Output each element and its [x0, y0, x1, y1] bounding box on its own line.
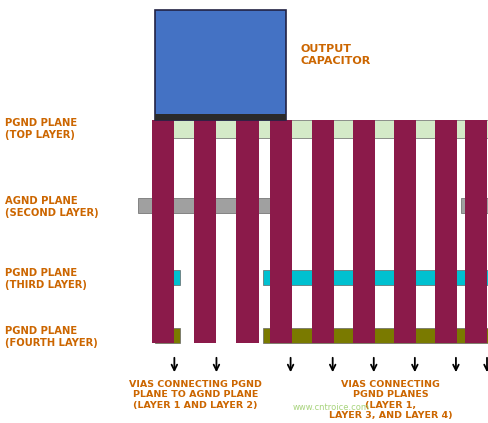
Bar: [152, 120, 174, 343]
Bar: [269, 120, 291, 343]
Bar: [464, 120, 486, 343]
Bar: [269, 120, 291, 343]
Text: VIAS CONNECTING
PGND PLANES
(LAYER 1,
LAYER 3, AND LAYER 4): VIAS CONNECTING PGND PLANES (LAYER 1, LA…: [328, 380, 452, 420]
Text: PGND PLANE
(THIRD LAYER): PGND PLANE (THIRD LAYER): [5, 268, 87, 290]
Bar: [311, 120, 333, 343]
Bar: [393, 120, 415, 343]
Bar: [434, 120, 456, 343]
Bar: [262, 328, 488, 343]
Bar: [152, 120, 174, 343]
Text: PGND PLANE
(TOP LAYER): PGND PLANE (TOP LAYER): [5, 118, 77, 140]
Bar: [236, 120, 258, 343]
Bar: [460, 198, 488, 213]
Bar: [155, 10, 285, 120]
Text: www.cntroice.com: www.cntroice.com: [291, 404, 368, 412]
Bar: [155, 270, 180, 285]
Bar: [352, 120, 374, 343]
Bar: [194, 120, 216, 343]
Bar: [352, 120, 374, 343]
Bar: [194, 120, 216, 343]
Text: OUTPUT
CAPACITOR: OUTPUT CAPACITOR: [300, 44, 370, 66]
Text: AGND PLANE
(SECOND LAYER): AGND PLANE (SECOND LAYER): [5, 196, 99, 218]
Text: VIAS CONNECTING PGND
PLANE TO AGND PLANE
(LAYER 1 AND LAYER 2): VIAS CONNECTING PGND PLANE TO AGND PLANE…: [129, 380, 261, 410]
Bar: [464, 120, 486, 343]
Bar: [155, 328, 180, 343]
Bar: [155, 114, 285, 120]
Bar: [236, 120, 258, 343]
Bar: [434, 120, 456, 343]
Text: PGND PLANE
(FOURTH LAYER): PGND PLANE (FOURTH LAYER): [5, 326, 98, 348]
Bar: [311, 120, 333, 343]
Bar: [393, 120, 415, 343]
Bar: [262, 270, 488, 285]
Bar: [155, 120, 488, 138]
Bar: [138, 198, 286, 213]
